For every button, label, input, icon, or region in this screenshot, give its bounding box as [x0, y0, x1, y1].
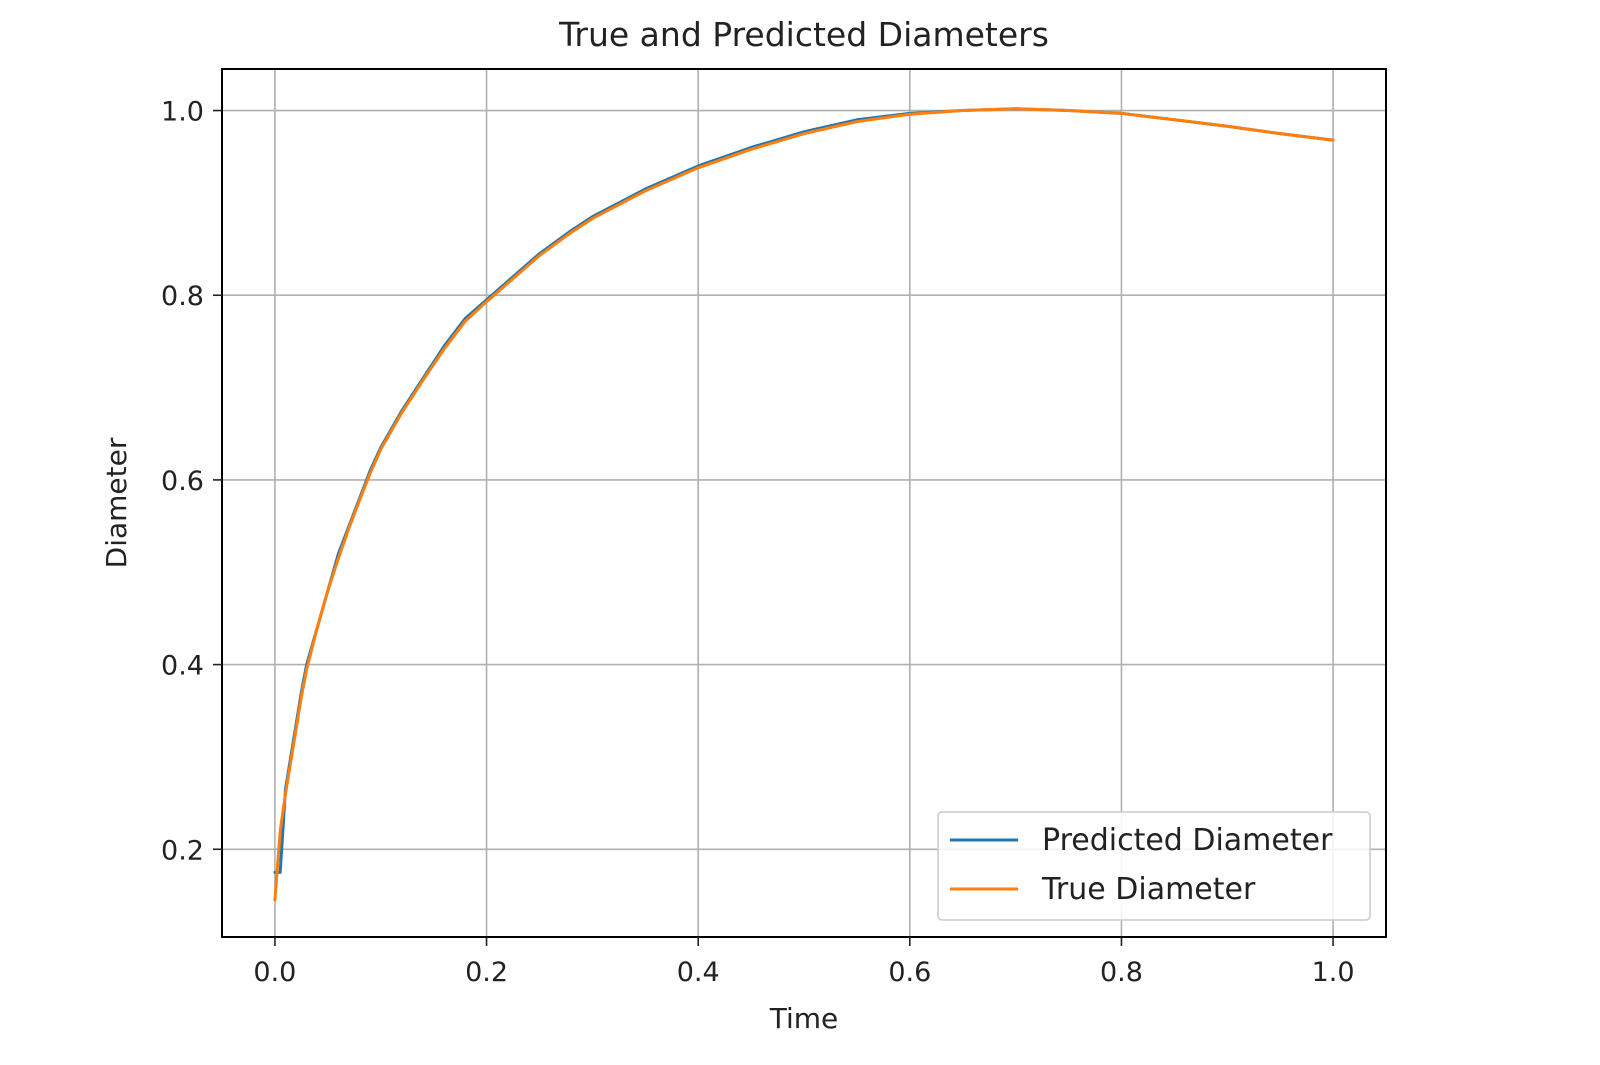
x-tick-label: 0.8: [1100, 957, 1143, 988]
legend-label-predicted-diameter: Predicted Diameter: [1042, 823, 1333, 858]
series-line-true-diameter: [273, 107, 1335, 902]
x-tick-label: 1.0: [1312, 957, 1355, 988]
x-tick-label: 0.4: [677, 957, 720, 988]
y-tick-label: 1.0: [161, 97, 204, 128]
grid: [222, 69, 1386, 937]
x-tick-label: 0.6: [888, 957, 931, 988]
x-axis-title: Time: [769, 1002, 839, 1035]
x-tick-label: 0.2: [465, 957, 508, 988]
legend-box: [937, 811, 1371, 921]
y-axis-title: Diameter: [100, 437, 133, 568]
plot-frame: [221, 68, 1387, 938]
chart-title: True and Predicted Diameters: [558, 15, 1049, 54]
series-layer: [273, 107, 1335, 902]
y-tick-label: 0.2: [161, 835, 204, 866]
y-tick-label: 0.4: [161, 651, 204, 682]
legend-label-true-diameter: True Diameter: [1041, 872, 1256, 907]
y-tick-label: 0.8: [161, 281, 204, 312]
ticks: 0.0 0.2 0.4 0.6 0.8 1.0 0.2 0.4 0.6 0.8 1.0: [161, 97, 1355, 988]
x-tick-label: 0.0: [253, 957, 296, 988]
y-tick-label: 0.6: [161, 466, 204, 497]
legend: Predicted Diameter True Diameter: [937, 811, 1371, 921]
